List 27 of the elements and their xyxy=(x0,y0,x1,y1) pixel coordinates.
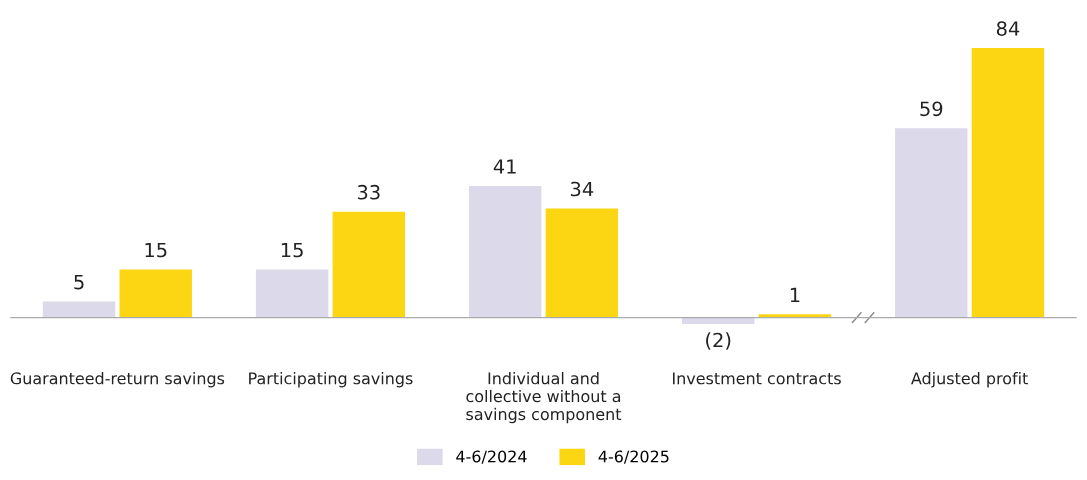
bar xyxy=(758,314,832,318)
bar xyxy=(332,211,406,318)
data-label: 84 xyxy=(996,21,1020,36)
legend-label: 4-6/2025 xyxy=(598,450,669,464)
bar xyxy=(468,186,542,318)
bar xyxy=(42,301,116,318)
data-label: (2) xyxy=(706,332,731,350)
data-label: 15 xyxy=(281,242,303,258)
x-tick-label: Investment contracts xyxy=(673,372,841,385)
bar xyxy=(545,208,619,318)
x-tick-label: Individual and collective without a savings component xyxy=(466,372,622,424)
bar xyxy=(681,317,755,324)
data-label: 41 xyxy=(493,159,516,174)
data-label: 1 xyxy=(790,287,800,302)
data-label: 34 xyxy=(570,181,594,197)
x-tick-label: Guaranteed-return savings xyxy=(10,372,225,388)
data-label: 5 xyxy=(74,274,84,290)
x-tick-label: Participating savings xyxy=(249,372,413,388)
data-label: 33 xyxy=(357,184,380,200)
bar xyxy=(255,269,329,318)
bar xyxy=(895,128,968,318)
legend-label: 4-6/2024 xyxy=(456,450,527,464)
bar xyxy=(971,48,1045,318)
data-label: 59 xyxy=(920,101,943,117)
x-tick-label: Adjusted profit xyxy=(911,372,1028,388)
data-label: 15 xyxy=(145,242,167,258)
bar xyxy=(119,269,192,318)
